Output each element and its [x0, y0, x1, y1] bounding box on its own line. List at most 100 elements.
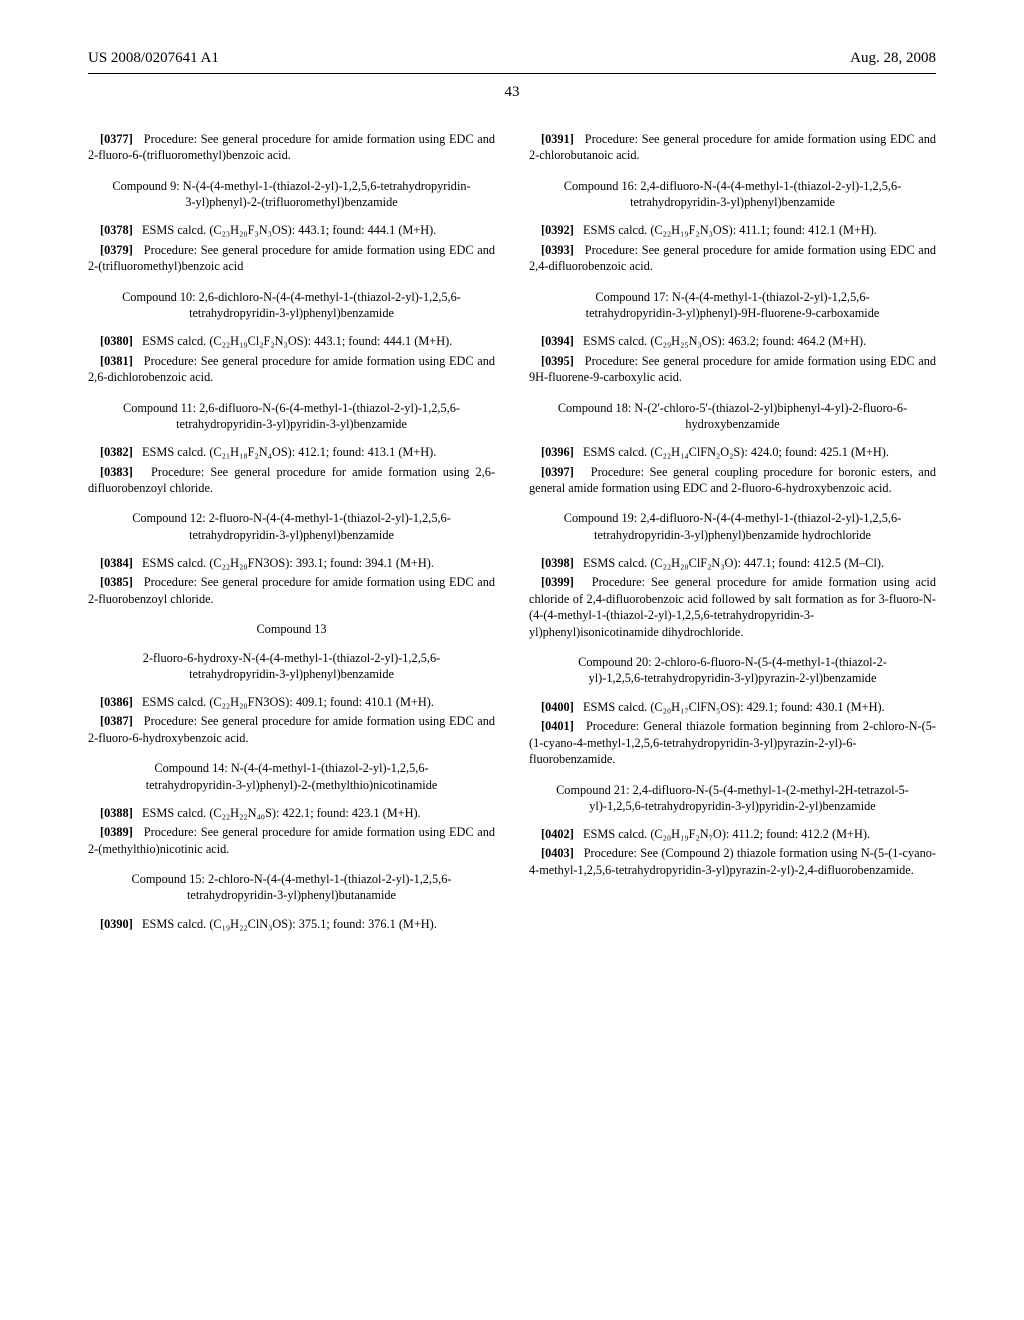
para-0387: [0387] Procedure: See general procedure …	[88, 713, 495, 746]
para-num: [0383]	[100, 465, 133, 479]
para-0389: [0389] Procedure: See general procedure …	[88, 824, 495, 857]
para-text: Procedure: See general procedure for ami…	[529, 575, 936, 638]
para-0390: [0390] ESMS calcd. (C₁₉H₂₂ClN₃OS): 375.1…	[88, 916, 495, 932]
para-0377: [0377] Procedure: See general procedure …	[88, 131, 495, 164]
para-0392: [0392] ESMS calcd. (C₂₂H₁₉F₂N₃OS): 411.1…	[529, 222, 936, 238]
compound-21-title: Compound 21: 2,4-difluoro-N-(5-(4-methyl…	[551, 782, 914, 814]
para-0395: [0395] Procedure: See general procedure …	[529, 353, 936, 386]
para-num: [0398]	[541, 556, 574, 570]
para-text: ESMS calcd. (C₂₀H₁₇ClFN₅OS): 429.1; foun…	[583, 700, 885, 714]
para-text: ESMS calcd. (C₂₂H₂₀FN3OS): 393.1; found:…	[142, 556, 434, 570]
para-num: [0386]	[100, 695, 133, 709]
para-text: ESMS calcd. (C₂₂H₁₉Cl₂F₂N₃OS): 443.1; fo…	[142, 334, 452, 348]
para-text: ESMS calcd. (C₂₉H₂₅N₃OS): 463.2; found: …	[583, 334, 866, 348]
para-0402: [0402] ESMS calcd. (C₂₀H₁₉F₂N₇O): 411.2;…	[529, 826, 936, 842]
para-0379: [0379] Procedure: See general procedure …	[88, 242, 495, 275]
para-num: [0393]	[541, 243, 574, 257]
para-0378: [0378] ESMS calcd. (C₂₃H₂₀F₃N₃OS): 443.1…	[88, 222, 495, 238]
page-number: 43	[88, 84, 936, 101]
compound-20-title: Compound 20: 2-chloro-6-fluoro-N-(5-(4-m…	[551, 654, 914, 686]
compound-9-title: Compound 9: N-(4-(4-methyl-1-(thiazol-2-…	[110, 178, 473, 210]
para-0391: [0391] Procedure: See general procedure …	[529, 131, 936, 164]
para-text: ESMS calcd. (C₁₉H₂₂ClN₃OS): 375.1; found…	[142, 917, 437, 931]
header-rule	[88, 73, 936, 74]
para-num: [0382]	[100, 445, 133, 459]
para-0393: [0393] Procedure: See general procedure …	[529, 242, 936, 275]
para-text: ESMS calcd. (C₂₂H₂₀FN3OS): 409.1; found:…	[142, 695, 434, 709]
para-0380: [0380] ESMS calcd. (C₂₂H₁₉Cl₂F₂N₃OS): 44…	[88, 333, 495, 349]
para-num: [0396]	[541, 445, 574, 459]
para-text: Procedure: See general procedure for ami…	[88, 825, 495, 855]
compound-12-title: Compound 12: 2-fluoro-N-(4-(4-methyl-1-(…	[110, 510, 473, 542]
para-text: ESMS calcd. (C₂₂H₂₂N₄₀S): 422.1; found: …	[142, 806, 421, 820]
para-0382: [0382] ESMS calcd. (C₂₁H₁₈F₂N₄OS): 412.1…	[88, 444, 495, 460]
para-text: ESMS calcd. (C₂₂H₂₀ClF₂N₃O): 447.1; foun…	[583, 556, 884, 570]
para-0383: [0383] Procedure: See general procedure …	[88, 464, 495, 497]
para-text: Procedure: See general procedure for ami…	[88, 575, 495, 605]
para-text: ESMS calcd. (C₂₂H₁₄ClFN₂O₂S): 424.0; fou…	[583, 445, 889, 459]
para-0384: [0384] ESMS calcd. (C₂₂H₂₀FN3OS): 393.1;…	[88, 555, 495, 571]
para-num: [0379]	[100, 243, 133, 257]
para-num: [0399]	[541, 575, 574, 589]
compound-14-title: Compound 14: N-(4-(4-methyl-1-(thiazol-2…	[110, 760, 473, 792]
para-text: Procedure: See (Compound 2) thiazole for…	[529, 846, 936, 876]
para-0399: [0399] Procedure: See general procedure …	[529, 574, 936, 640]
para-text: ESMS calcd. (C₂₀H₁₉F₂N₇O): 411.2; found:…	[583, 827, 870, 841]
para-num: [0377]	[100, 132, 133, 146]
para-num: [0390]	[100, 917, 133, 931]
para-0381: [0381] Procedure: See general procedure …	[88, 353, 495, 386]
para-num: [0392]	[541, 223, 574, 237]
para-num: [0402]	[541, 827, 574, 841]
para-text: ESMS calcd. (C₂₂H₁₉F₂N₃OS): 411.1; found…	[583, 223, 877, 237]
para-text: Procedure: See general procedure for ami…	[88, 132, 495, 162]
para-num: [0395]	[541, 354, 574, 368]
para-text: Procedure: See general procedure for ami…	[529, 354, 936, 384]
para-0394: [0394] ESMS calcd. (C₂₉H₂₅N₃OS): 463.2; …	[529, 333, 936, 349]
para-text: Procedure: See general procedure for ami…	[529, 243, 936, 273]
para-0385: [0385] Procedure: See general procedure …	[88, 574, 495, 607]
para-0397: [0397] Procedure: See general coupling p…	[529, 464, 936, 497]
para-text: Procedure: See general procedure for ami…	[88, 354, 495, 384]
para-num: [0391]	[541, 132, 574, 146]
compound-15-title: Compound 15: 2-chloro-N-(4-(4-methyl-1-(…	[110, 871, 473, 903]
para-text: Procedure: See general procedure for ami…	[88, 243, 495, 273]
patent-page: US 2008/0207641 A1 Aug. 28, 2008 43 [037…	[0, 0, 1024, 1320]
para-text: Procedure: See general procedure for ami…	[88, 465, 495, 495]
para-0386: [0386] ESMS calcd. (C₂₂H₂₀FN3OS): 409.1;…	[88, 694, 495, 710]
para-num: [0381]	[100, 354, 133, 368]
compound-11-title: Compound 11: 2,6-difluoro-N-(6-(4-methyl…	[110, 400, 473, 432]
para-0403: [0403] Procedure: See (Compound 2) thiaz…	[529, 845, 936, 878]
compound-13-title: Compound 13	[110, 621, 473, 637]
para-text: Procedure: See general procedure for ami…	[88, 714, 495, 744]
compound-19-title: Compound 19: 2,4-difluoro-N-(4-(4-methyl…	[551, 510, 914, 542]
text-columns: [0377] Procedure: See general procedure …	[88, 131, 936, 935]
para-0396: [0396] ESMS calcd. (C₂₂H₁₄ClFN₂O₂S): 424…	[529, 444, 936, 460]
para-num: [0394]	[541, 334, 574, 348]
para-text: Procedure: See general procedure for ami…	[529, 132, 936, 162]
compound-16-title: Compound 16: 2,4-difluoro-N-(4-(4-methyl…	[551, 178, 914, 210]
para-num: [0403]	[541, 846, 574, 860]
para-0400: [0400] ESMS calcd. (C₂₀H₁₇ClFN₅OS): 429.…	[529, 699, 936, 715]
para-num: [0388]	[100, 806, 133, 820]
compound-17-title: Compound 17: N-(4-(4-methyl-1-(thiazol-2…	[551, 289, 914, 321]
doc-number: US 2008/0207641 A1	[88, 50, 219, 67]
para-text: Procedure: See general coupling procedur…	[529, 465, 936, 495]
para-text: Procedure: General thiazole formation be…	[529, 719, 936, 766]
left-column: [0377] Procedure: See general procedure …	[88, 131, 495, 935]
para-num: [0385]	[100, 575, 133, 589]
publication-date: Aug. 28, 2008	[850, 50, 936, 67]
para-num: [0400]	[541, 700, 574, 714]
para-0401: [0401] Procedure: General thiazole forma…	[529, 718, 936, 767]
para-text: ESMS calcd. (C₂₁H₁₈F₂N₄OS): 412.1; found…	[142, 445, 436, 459]
right-column: [0391] Procedure: See general procedure …	[529, 131, 936, 935]
para-text: ESMS calcd. (C₂₃H₂₀F₃N₃OS): 443.1; found…	[142, 223, 436, 237]
para-num: [0380]	[100, 334, 133, 348]
page-header: US 2008/0207641 A1 Aug. 28, 2008	[88, 50, 936, 67]
compound-18-title: Compound 18: N-(2'-chloro-5'-(thiazol-2-…	[551, 400, 914, 432]
para-num: [0387]	[100, 714, 133, 728]
para-num: [0378]	[100, 223, 133, 237]
para-0388: [0388] ESMS calcd. (C₂₂H₂₂N₄₀S): 422.1; …	[88, 805, 495, 821]
para-0398: [0398] ESMS calcd. (C₂₂H₂₀ClF₂N₃O): 447.…	[529, 555, 936, 571]
para-num: [0401]	[541, 719, 574, 733]
para-num: [0397]	[541, 465, 574, 479]
